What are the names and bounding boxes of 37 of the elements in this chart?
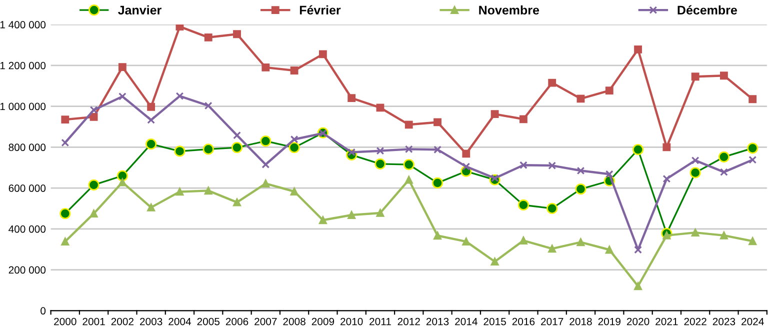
x-tick-label: 2003	[140, 318, 162, 326]
x-tick-label: 2002	[111, 318, 134, 326]
y-tick-label: 800 000	[8, 144, 46, 152]
x-tick-label: 2006	[226, 318, 248, 326]
y-tick-label: 1 000 000	[0, 102, 46, 110]
x-tick-label: 2018	[570, 318, 592, 326]
x-tick-label: 2024	[742, 318, 764, 326]
x-tick-label: 2012	[398, 318, 420, 326]
x-tick-label: 2013	[426, 318, 449, 326]
legend-label: Janvier	[118, 5, 162, 15]
x-tick-label: 2000	[54, 318, 76, 326]
x-tick-label: 2004	[168, 318, 191, 326]
x-tick-label: 2011	[370, 318, 391, 326]
legend-label: Novembre	[479, 5, 540, 15]
legend-label: Décembre	[678, 5, 737, 15]
y-tick-label: 1 200 000	[0, 62, 46, 70]
x-tick-label: 2019	[598, 318, 620, 326]
x-tick-label: 2020	[626, 318, 650, 326]
x-tick-label: 2005	[197, 318, 220, 326]
x-tick-label: 2016	[512, 318, 535, 326]
x-tick-label: 2017	[541, 318, 564, 326]
y-tick-label: 200 000	[8, 266, 46, 274]
x-tick-label: 2014	[455, 318, 478, 326]
x-tick-label: 2001	[82, 318, 105, 326]
x-tick-label: 2009	[312, 318, 334, 326]
x-tick-label: 2021	[656, 318, 678, 326]
y-tick-label: 400 000	[8, 225, 46, 233]
x-tick-label: 2022	[684, 318, 706, 326]
x-tick-label: 2008	[283, 318, 306, 326]
y-tick-label: 1 400 000	[0, 21, 46, 28]
x-tick-label: 2007	[254, 318, 277, 326]
legend-label: Février	[300, 5, 341, 15]
x-tick-label: 2015	[484, 318, 506, 326]
x-tick-label: 2010	[340, 318, 363, 326]
y-tick-label: 0	[40, 307, 46, 315]
y-tick-label: 600 000	[8, 184, 46, 192]
x-tick-label: 2023	[712, 318, 736, 326]
